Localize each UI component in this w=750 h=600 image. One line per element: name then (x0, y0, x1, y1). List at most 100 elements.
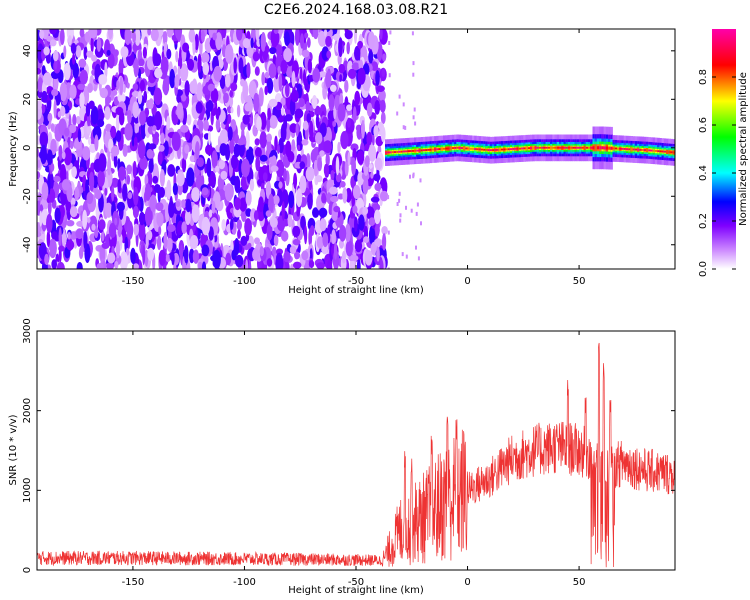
heatmap-cell (405, 205, 407, 210)
heatmap-cell (98, 74, 108, 85)
heatmap-cell (337, 141, 341, 154)
heatmap-cell (116, 80, 120, 90)
heatmap-cell (180, 124, 189, 133)
heatmap-cell (139, 110, 146, 126)
heatmap-cell (119, 76, 124, 96)
heatmap-cell (58, 227, 62, 247)
heatmap-cell (350, 143, 359, 151)
heatmap-cell (368, 217, 376, 227)
heatmap-cell (83, 45, 88, 60)
heatmap-cell (463, 147, 466, 150)
heatmap-x-label: Height of straight line (km) (288, 285, 424, 296)
heatmap-cell (374, 209, 381, 225)
heatmap-cell (396, 151, 399, 153)
heatmap-cell (534, 146, 538, 149)
heatmap-cell (50, 138, 57, 155)
heatmap-cell (186, 114, 192, 126)
heatmap-cell (194, 33, 199, 51)
heatmap-cell (588, 146, 591, 149)
heatmap-cell (233, 143, 240, 158)
heatmap-cell (306, 37, 311, 48)
heatmap-cell (268, 98, 278, 108)
heatmap-cell (373, 125, 379, 138)
heatmap-cell (319, 122, 327, 138)
heatmap-cell (115, 130, 122, 143)
heatmap-cell (201, 52, 210, 64)
heatmap-cell (77, 128, 82, 143)
heatmap-cell (574, 146, 578, 149)
heatmap-cell (151, 114, 156, 129)
heatmap-cell (456, 146, 459, 149)
heatmap-cell (281, 201, 285, 221)
heatmap-cell (242, 38, 251, 49)
heatmap-cell (411, 150, 415, 152)
heatmap-cell (122, 183, 128, 202)
heatmap-cell (260, 182, 265, 191)
heatmap-cell (127, 109, 132, 124)
heatmap-cell (53, 175, 61, 182)
heatmap-cell (269, 217, 278, 228)
heatmap-cell (385, 151, 388, 154)
heatmap-cell (208, 209, 213, 218)
heatmap-cell (300, 215, 306, 231)
heatmap-cell (117, 178, 122, 193)
heatmap-cell (387, 195, 390, 200)
heatmap-cell (603, 146, 607, 150)
heatmap-cell (236, 104, 241, 118)
heatmap-cell (166, 29, 174, 38)
heatmap-cell (191, 187, 200, 202)
heatmap-cell (169, 68, 176, 89)
heatmap-cell (76, 262, 83, 269)
heatmap-cell (412, 61, 415, 66)
heatmap-cell (59, 82, 68, 102)
heatmap-cell (207, 83, 215, 92)
heatmap-cell (106, 49, 111, 56)
heatmap-cell (130, 247, 136, 264)
heatmap-cell (376, 246, 380, 262)
heatmap-cell (350, 255, 359, 262)
heatmap-cell (182, 42, 190, 53)
heatmap-cell (107, 53, 115, 69)
heatmap-cell (167, 164, 176, 177)
heatmap-cell (370, 196, 380, 203)
heatmap-cell (425, 149, 428, 151)
heatmap-cell (266, 116, 271, 133)
heatmap-cell (398, 191, 401, 196)
heatmap-cell (650, 149, 654, 152)
heatmap-cell (275, 44, 283, 56)
heatmap-cell (107, 156, 112, 176)
heatmap-cell (325, 35, 332, 47)
heatmap-cell (79, 69, 89, 85)
heatmap-cell (363, 236, 370, 244)
heatmap-cell (59, 29, 65, 45)
heatmap-cell (144, 183, 151, 201)
heatmap-cell (275, 159, 285, 178)
heatmap-cell (246, 62, 251, 78)
heatmap-cell (215, 32, 223, 51)
heatmap-cell (399, 213, 402, 218)
heatmap-cell (211, 150, 218, 169)
heatmap-cell (168, 200, 175, 218)
heatmap-cell (75, 228, 84, 240)
heatmap-cell (166, 237, 173, 252)
heatmap-cell (283, 116, 288, 132)
heatmap-cell (354, 45, 361, 61)
heatmap-cell (559, 146, 562, 149)
heatmap-cell (67, 35, 72, 46)
heatmap-cell (451, 147, 455, 149)
heatmap-cell (258, 87, 264, 107)
heatmap-cell (579, 146, 582, 149)
heatmap-cell (339, 224, 347, 242)
heatmap-cell (628, 148, 631, 151)
heatmap-cell (301, 139, 309, 146)
heatmap-cell (205, 99, 214, 112)
heatmap-cell (342, 187, 348, 204)
heatmap-cell (154, 111, 162, 131)
heatmap-cell (503, 148, 506, 151)
heatmap-cell (99, 244, 106, 264)
heatmap-cell (260, 32, 266, 52)
heatmap-cell (356, 258, 361, 269)
heatmap-cell (590, 146, 593, 149)
